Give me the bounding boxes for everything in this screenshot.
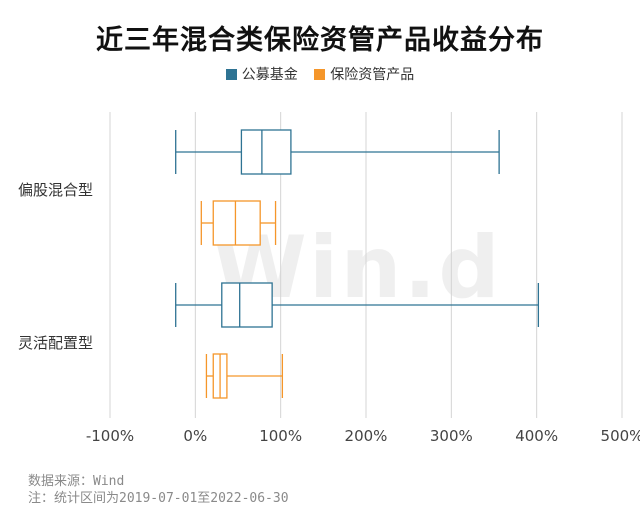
legend-swatch-fund [225, 69, 237, 80]
grid-layer [109, 112, 623, 418]
iqr-box [240, 129, 292, 175]
footer-note: 注：统计区间为2019-07-01至2022-06-30 [28, 491, 289, 506]
x-tick-label-3: 200% [345, 427, 388, 445]
chart-title: 近三年混合类保险资管产品收益分布 [96, 25, 544, 56]
iqr-box [221, 282, 273, 328]
box-layer [175, 129, 540, 399]
x-tick-label-2: 100% [259, 427, 302, 445]
legend-label-insurance: 保险资管产品 [330, 67, 415, 83]
category-label-1: 灵活配置型 [18, 334, 93, 352]
category-label-0: 偏股混合型 [18, 181, 93, 199]
box-fund-0[interactable] [175, 129, 500, 175]
legend-swatch-insurance [314, 69, 326, 80]
legend: 公募基金 保险资管产品 [0, 64, 640, 84]
box-insurance-0[interactable] [200, 200, 277, 246]
footer-source: 数据来源：Wind [28, 474, 125, 489]
x-tick-label-5: 400% [515, 427, 558, 445]
legend-item-insurance[interactable]: 保险资管产品 [314, 64, 414, 84]
x-tick-label-0: -100% [86, 427, 134, 445]
legend-item-fund[interactable]: 公募基金 [225, 64, 298, 84]
box-fund-1[interactable] [175, 282, 540, 328]
x-tick-label-4: 300% [430, 427, 473, 445]
iqr-box [212, 200, 261, 246]
legend-label-fund: 公募基金 [241, 67, 298, 83]
box-insurance-1[interactable] [205, 353, 284, 399]
x-tick-label-6: 500% [601, 427, 640, 445]
x-tick-label-1: 0% [183, 427, 207, 445]
